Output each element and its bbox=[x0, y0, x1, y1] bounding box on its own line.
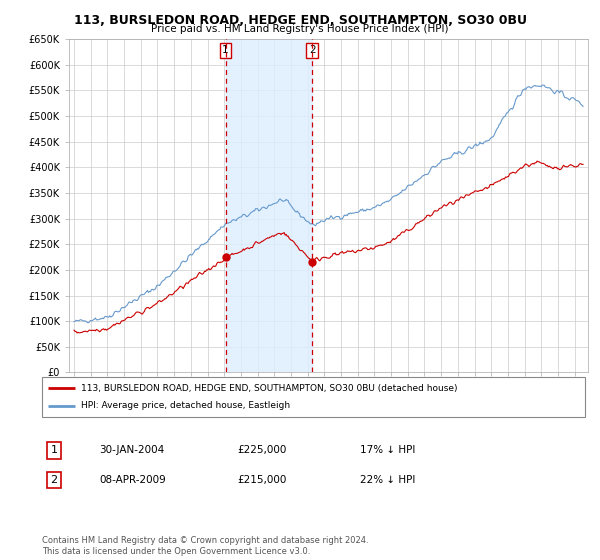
Text: 2: 2 bbox=[309, 45, 316, 55]
Text: Price paid vs. HM Land Registry's House Price Index (HPI): Price paid vs. HM Land Registry's House … bbox=[151, 24, 449, 34]
Text: Contains HM Land Registry data © Crown copyright and database right 2024.
This d: Contains HM Land Registry data © Crown c… bbox=[42, 536, 368, 556]
Text: £225,000: £225,000 bbox=[237, 445, 286, 455]
Text: 1: 1 bbox=[50, 445, 58, 455]
Text: 113, BURSLEDON ROAD, HEDGE END, SOUTHAMPTON, SO30 0BU (detached house): 113, BURSLEDON ROAD, HEDGE END, SOUTHAMP… bbox=[81, 384, 458, 393]
Text: 1: 1 bbox=[222, 45, 229, 55]
Text: HPI: Average price, detached house, Eastleigh: HPI: Average price, detached house, East… bbox=[81, 402, 290, 410]
Text: 17% ↓ HPI: 17% ↓ HPI bbox=[360, 445, 415, 455]
Text: £215,000: £215,000 bbox=[237, 475, 286, 485]
Text: 22% ↓ HPI: 22% ↓ HPI bbox=[360, 475, 415, 485]
Text: 113, BURSLEDON ROAD, HEDGE END, SOUTHAMPTON, SO30 0BU: 113, BURSLEDON ROAD, HEDGE END, SOUTHAMP… bbox=[74, 14, 527, 27]
Text: 2: 2 bbox=[50, 475, 58, 485]
Text: 08-APR-2009: 08-APR-2009 bbox=[99, 475, 166, 485]
Text: 30-JAN-2004: 30-JAN-2004 bbox=[99, 445, 164, 455]
Bar bbox=[226, 39, 312, 372]
